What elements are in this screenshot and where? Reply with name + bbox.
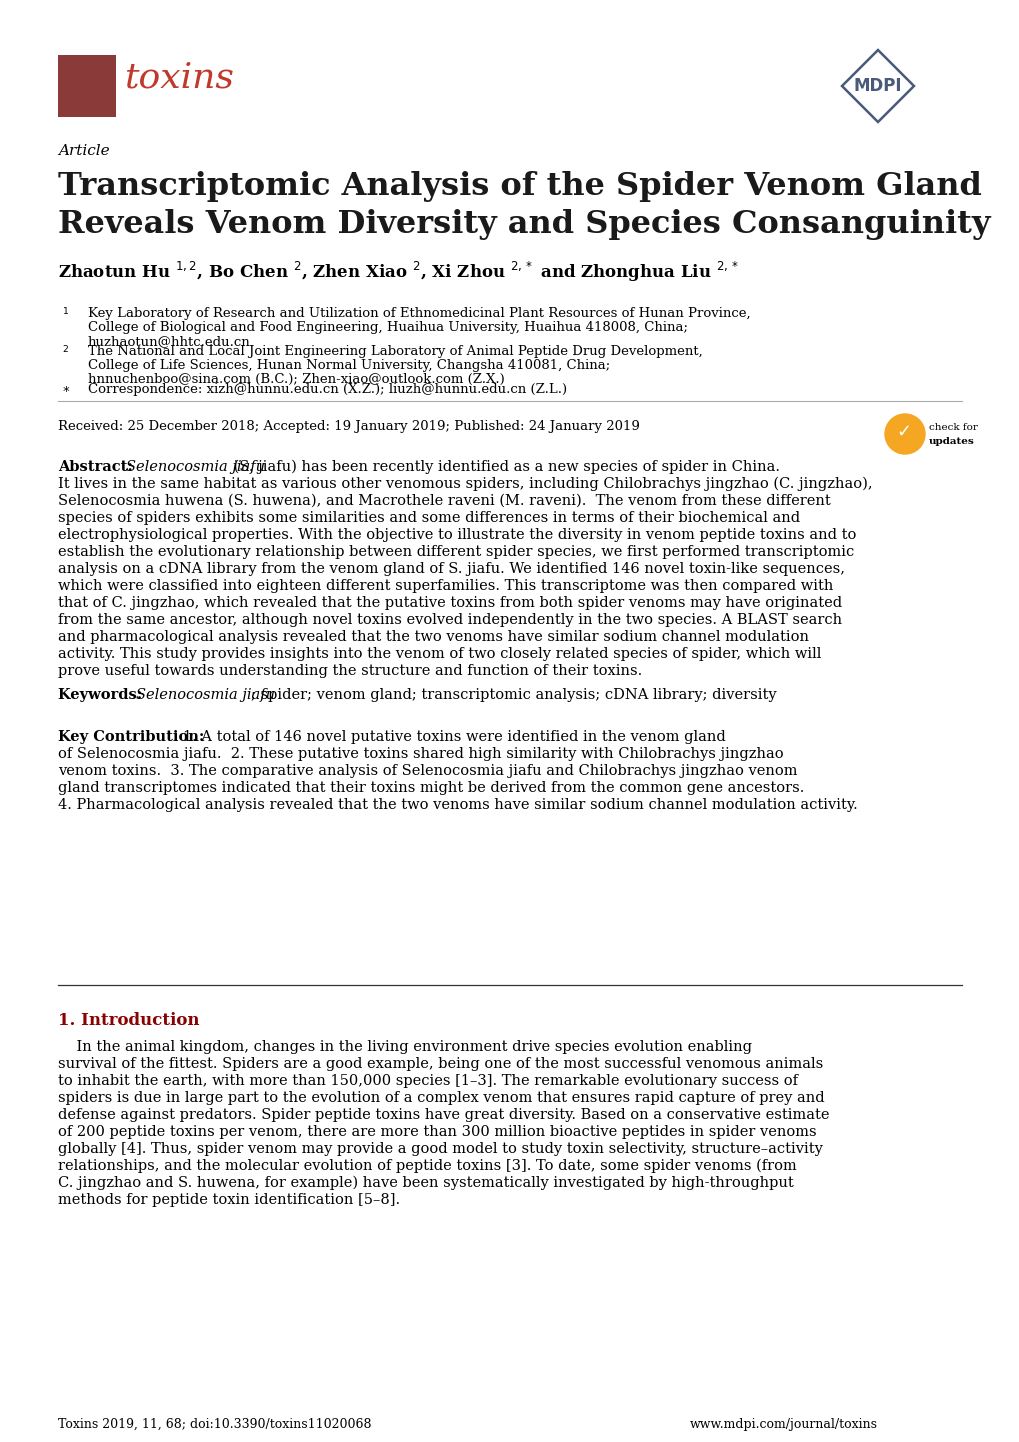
Text: relationships, and the molecular evolution of peptide toxins [3]. To date, some : relationships, and the molecular evoluti…: [58, 1159, 796, 1174]
Text: toxins: toxins: [124, 61, 233, 95]
Text: huzhaotun@hhtc.edu.cn: huzhaotun@hhtc.edu.cn: [88, 335, 251, 348]
Text: www.mdpi.com/journal/toxins: www.mdpi.com/journal/toxins: [689, 1417, 877, 1430]
Text: hnnuchenboo@sina.com (B.C.); Zhen-xiao@outlook.com (Z.X.): hnnuchenboo@sina.com (B.C.); Zhen-xiao@o…: [88, 373, 504, 386]
Text: Abstract:: Abstract:: [58, 460, 138, 474]
Text: Reveals Venom Diversity and Species Consanguinity: Reveals Venom Diversity and Species Cons…: [58, 209, 989, 239]
FancyBboxPatch shape: [58, 55, 116, 117]
Text: species of spiders exhibits some similarities and some differences in terms of t: species of spiders exhibits some similar…: [58, 510, 799, 525]
Text: MDPI: MDPI: [853, 76, 902, 95]
Text: $^{1}$: $^{1}$: [62, 307, 69, 320]
Text: 1. A total of 146 novel putative toxins were identified in the venom gland: 1. A total of 146 novel putative toxins …: [182, 730, 726, 744]
Circle shape: [884, 414, 924, 454]
Text: defense against predators. Spider peptide toxins have great diversity. Based on : defense against predators. Spider peptid…: [58, 1107, 828, 1122]
Text: of 200 peptide toxins per venom, there are more than 300 million bioactive pepti: of 200 peptide toxins per venom, there a…: [58, 1125, 816, 1139]
Text: 1. Introduction: 1. Introduction: [58, 1012, 200, 1030]
Text: electrophysiological properties. With the objective to illustrate the diversity : electrophysiological properties. With th…: [58, 528, 856, 542]
Text: Toxins 2019, 11, 68; doi:10.3390/toxins11020068: Toxins 2019, 11, 68; doi:10.3390/toxins1…: [58, 1417, 371, 1430]
Text: College of Life Sciences, Hunan Normal University, Changsha 410081, China;: College of Life Sciences, Hunan Normal U…: [88, 359, 609, 372]
Text: College of Biological and Food Engineering, Huaihua University, Huaihua 418008, : College of Biological and Food Engineeri…: [88, 322, 688, 335]
Text: updates: updates: [928, 437, 974, 446]
Text: The National and Local Joint Engineering Laboratory of Animal Peptide Drug Devel: The National and Local Joint Engineering…: [88, 345, 702, 358]
Text: $^{2}$: $^{2}$: [62, 345, 69, 358]
Text: Selenocosmia jiafu: Selenocosmia jiafu: [136, 688, 275, 702]
Text: Zhaotun Hu $^{1,2}$, Bo Chen $^{2}$, Zhen Xiao $^{2}$, Xi Zhou $^{2,*}$ and Zhon: Zhaotun Hu $^{1,2}$, Bo Chen $^{2}$, Zhe…: [58, 260, 739, 284]
Text: analysis on a cDNA library from the venom gland of S. jiafu. We identified 146 n: analysis on a cDNA library from the veno…: [58, 562, 844, 575]
Text: Key Laboratory of Research and Utilization of Ethnomedicinal Plant Resources of : Key Laboratory of Research and Utilizati…: [88, 307, 750, 320]
Text: methods for peptide toxin identification [5–8].: methods for peptide toxin identification…: [58, 1193, 399, 1207]
Text: Selenocosmia jiafu: Selenocosmia jiafu: [126, 460, 265, 474]
Text: that of C. jingzhao, which revealed that the putative toxins from both spider ve: that of C. jingzhao, which revealed that…: [58, 596, 842, 610]
Text: globally [4]. Thus, spider venom may provide a good model to study toxin selecti: globally [4]. Thus, spider venom may pro…: [58, 1142, 822, 1156]
Text: venom toxins.  3. The comparative analysis of Selenocosmia jiafu and Chilobrachy: venom toxins. 3. The comparative analysi…: [58, 764, 797, 779]
Text: to inhabit the earth, with more than 150,000 species [1–3]. The remarkable evolu: to inhabit the earth, with more than 150…: [58, 1074, 797, 1089]
Text: spiders is due in large part to the evolution of a complex venom that ensures ra: spiders is due in large part to the evol…: [58, 1092, 823, 1105]
Text: It lives in the same habitat as various other venomous spiders, including Chilob: It lives in the same habitat as various …: [58, 477, 872, 492]
Text: of Selenocosmia jiafu.  2. These putative toxins shared high similarity with Chi: of Selenocosmia jiafu. 2. These putative…: [58, 747, 783, 761]
Text: gland transcriptomes indicated that their toxins might be derived from the commo: gland transcriptomes indicated that thei…: [58, 782, 804, 795]
Text: prove useful towards understanding the structure and function of their toxins.: prove useful towards understanding the s…: [58, 663, 642, 678]
Text: ; spider; venom gland; transcriptomic analysis; cDNA library; diversity: ; spider; venom gland; transcriptomic an…: [251, 688, 775, 702]
Text: Received: 25 December 2018; Accepted: 19 January 2019; Published: 24 January 201: Received: 25 December 2018; Accepted: 19…: [58, 420, 639, 433]
Text: check for: check for: [928, 423, 977, 431]
Text: 4. Pharmacological analysis revealed that the two venoms have similar sodium cha: 4. Pharmacological analysis revealed tha…: [58, 797, 857, 812]
Text: and pharmacological analysis revealed that the two venoms have similar sodium ch: and pharmacological analysis revealed th…: [58, 630, 808, 645]
Text: survival of the fittest. Spiders are a good example, being one of the most succe: survival of the fittest. Spiders are a g…: [58, 1057, 822, 1071]
Text: Transcriptomic Analysis of the Spider Venom Gland: Transcriptomic Analysis of the Spider Ve…: [58, 172, 981, 202]
Text: Selenocosmia huwena (S. huwena), and Macrothele raveni (M. raveni).  The venom f: Selenocosmia huwena (S. huwena), and Mac…: [58, 495, 829, 508]
Text: establish the evolutionary relationship between different spider species, we fir: establish the evolutionary relationship …: [58, 545, 854, 559]
Text: Keywords:: Keywords:: [58, 688, 147, 702]
Text: activity. This study provides insights into the venom of two closely related spe: activity. This study provides insights i…: [58, 647, 820, 660]
Text: In the animal kingdom, changes in the living environment drive species evolution: In the animal kingdom, changes in the li…: [58, 1040, 751, 1054]
Text: Article: Article: [58, 144, 109, 159]
Text: from the same ancestor, although novel toxins evolved independently in the two s: from the same ancestor, although novel t…: [58, 613, 842, 627]
Text: Key Contribution:: Key Contribution:: [58, 730, 209, 744]
Text: $*$: $*$: [62, 384, 70, 397]
Text: Correspondence: xizh@hunnu.edu.cn (X.Z.); liuzh@hunnu.edu.cn (Z.L.): Correspondence: xizh@hunnu.edu.cn (X.Z.)…: [88, 384, 567, 397]
Text: C. jingzhao and S. huwena, for example) have been systematically investigated by: C. jingzhao and S. huwena, for example) …: [58, 1177, 793, 1191]
Text: which were classified into eighteen different superfamilies. This transcriptome : which were classified into eighteen diff…: [58, 580, 833, 593]
Text: ✓: ✓: [896, 423, 911, 441]
Text: (S. jiafu) has been recently identified as a new species of spider in China.: (S. jiafu) has been recently identified …: [229, 460, 780, 474]
